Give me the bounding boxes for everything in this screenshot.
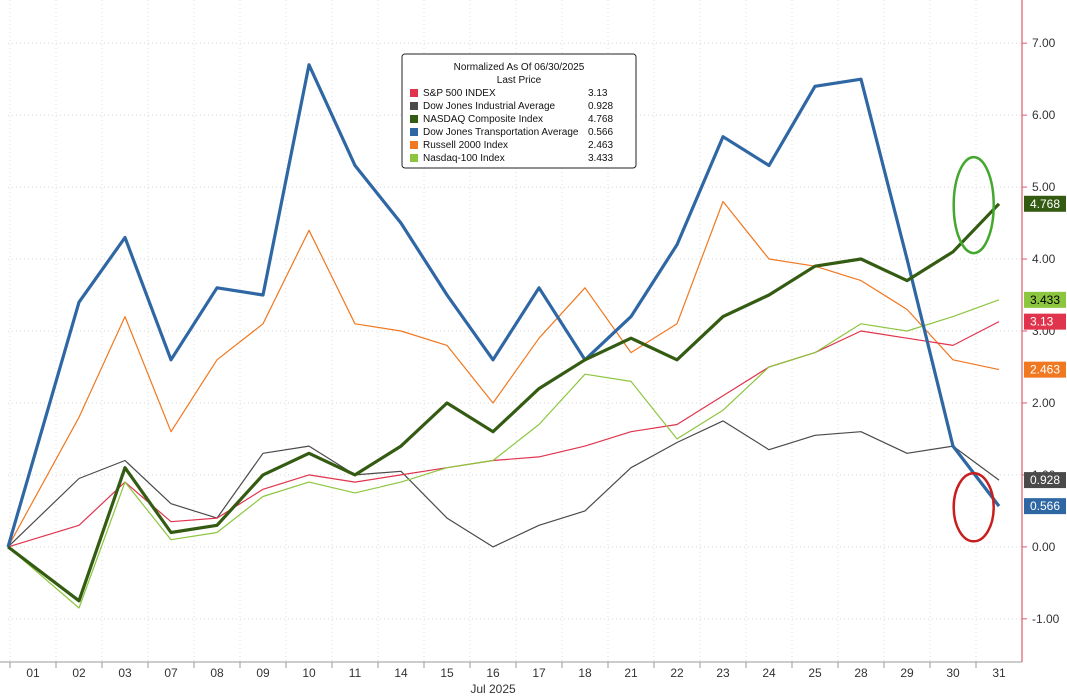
- annotation-ellipse: [952, 155, 995, 255]
- legend-swatch: [410, 141, 418, 149]
- series-line-3: [6, 63, 1001, 548]
- x-tick-label: 25: [808, 666, 822, 680]
- value-tag: [1024, 291, 1066, 308]
- legend-value: 3.13: [588, 88, 608, 99]
- value-tag-label: 3.13: [1030, 315, 1054, 329]
- legend-label: Dow Jones Industrial Average: [423, 101, 556, 112]
- series-line-0: [7, 321, 1000, 548]
- legend-swatch: [410, 128, 418, 136]
- value-tag-label: 0.928: [1030, 473, 1060, 487]
- x-tick-label: 23: [716, 666, 730, 680]
- x-tick-label: 01: [26, 666, 40, 680]
- value-tag: [1024, 195, 1066, 212]
- value-tag: [1024, 361, 1066, 378]
- legend-label: NASDAQ Composite Index: [423, 114, 543, 125]
- x-tick-label: 15: [440, 666, 454, 680]
- legend-value: 0.566: [588, 127, 613, 138]
- x-tick-label: 02: [72, 666, 86, 680]
- x-tick-label: 08: [210, 666, 224, 680]
- x-axis-title: Jul 2025: [470, 682, 516, 696]
- series-line-1: [7, 420, 1000, 548]
- value-tag: [1024, 313, 1066, 330]
- y-tick-label: 7.00: [1032, 36, 1056, 50]
- legend-label: Russell 2000 Index: [423, 140, 508, 151]
- chart-subtitle: Last Price: [497, 75, 542, 86]
- legend-swatch: [410, 154, 418, 162]
- value-tag-label: 4.768: [1030, 197, 1060, 211]
- legend-swatch: [410, 89, 418, 97]
- value-tag: [1024, 472, 1066, 489]
- legend-swatch: [410, 102, 418, 110]
- value-tag: [1024, 498, 1066, 515]
- x-tick-label: 28: [854, 666, 868, 680]
- legend-swatch: [410, 115, 418, 123]
- x-tick-label: 11: [349, 666, 362, 680]
- x-tick-label: 29: [900, 666, 914, 680]
- x-tick-label: 10: [302, 666, 316, 680]
- legend-value: 3.433: [588, 153, 613, 164]
- x-tick-label: 22: [670, 666, 684, 680]
- annotation-ellipse: [952, 472, 995, 543]
- value-tag-label: 3.433: [1030, 293, 1060, 307]
- value-tag-label: 2.463: [1030, 363, 1060, 377]
- x-tick-label: 21: [624, 666, 638, 680]
- series-line-2: [7, 202, 1001, 603]
- legend-label: Dow Jones Transportation Average: [423, 127, 579, 138]
- x-tick-label: 09: [256, 666, 270, 680]
- legend-box: [401, 53, 637, 169]
- x-tick-label: 30: [946, 666, 960, 680]
- value-tag-label: 0.566: [1030, 499, 1060, 513]
- legend-value: 4.768: [588, 114, 613, 125]
- y-tick-label: 6.00: [1032, 108, 1056, 122]
- x-tick-label: 03: [118, 666, 132, 680]
- x-tick-label: 07: [164, 666, 178, 680]
- x-tick-label: 18: [578, 666, 592, 680]
- legend-label: S&P 500 INDEX: [423, 88, 496, 99]
- legend-value: 2.463: [588, 140, 613, 151]
- y-tick-label: 0.00: [1032, 540, 1056, 554]
- y-tick-label: -1.00: [1032, 612, 1060, 626]
- x-tick-label: 17: [532, 666, 546, 680]
- legend-value: 0.928: [588, 101, 613, 112]
- series-line-4: [7, 200, 1000, 548]
- x-tick-label: 24: [762, 666, 776, 680]
- legend-label: Nasdaq-100 Index: [423, 153, 505, 164]
- x-tick-label: 16: [486, 666, 500, 680]
- y-tick-label: 5.00: [1032, 180, 1056, 194]
- chart-title: Normalized As Of 06/30/2025: [454, 62, 585, 73]
- y-tick-label: 2.00: [1032, 396, 1056, 410]
- x-tick-label: 31: [992, 666, 1006, 680]
- series-line-5: [7, 299, 1000, 609]
- x-tick-label: 14: [394, 666, 408, 680]
- y-tick-label: 4.00: [1032, 252, 1056, 266]
